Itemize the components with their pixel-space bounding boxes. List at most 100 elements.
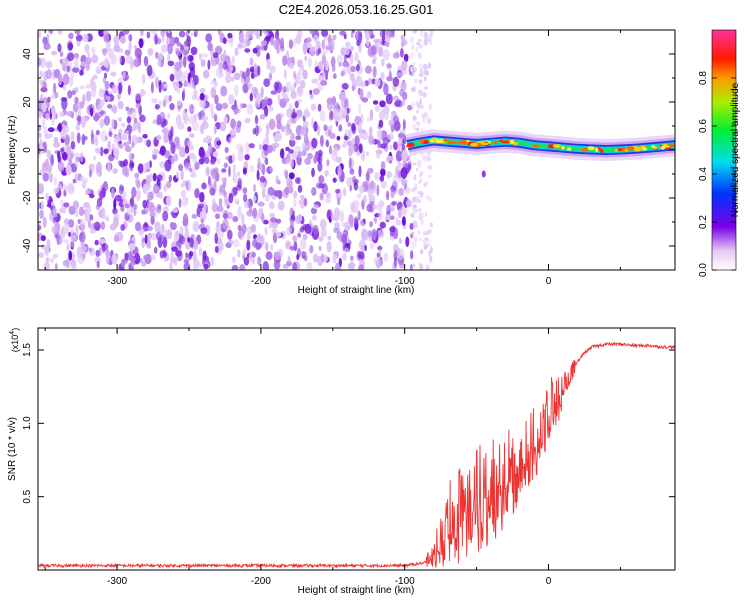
noise-speckle — [79, 85, 86, 90]
noise-speckle — [311, 117, 314, 129]
noise-speckle — [283, 69, 287, 80]
noise-speckle — [295, 177, 300, 184]
x-tick-label: -300 — [107, 576, 127, 587]
noise-speckle — [126, 116, 132, 124]
noise-speckle — [359, 88, 364, 101]
snr-series-layer — [38, 341, 675, 569]
noise-speckle — [315, 182, 323, 189]
signal-hotspot — [566, 147, 572, 151]
noise-speckle — [40, 200, 44, 211]
spectrogram-y-axis: -40 -20 0 20 40 — [22, 29, 675, 271]
noise-speckle — [215, 103, 223, 112]
noise-speckle — [210, 87, 217, 99]
noise-speckle — [176, 99, 182, 107]
noise-speckle — [338, 91, 346, 102]
y-tick-label: 1.0 — [22, 416, 33, 430]
noise-speckle — [413, 208, 417, 214]
signal-hotspot — [501, 141, 511, 144]
noise-speckle — [325, 60, 329, 72]
noise-speckle — [341, 82, 349, 90]
noise-speckle — [351, 85, 356, 92]
noise-speckle — [347, 122, 352, 127]
spectrogram-y-label: Frequency (Hz) — [7, 116, 18, 185]
noise-speckle — [159, 227, 164, 235]
noise-speckle — [417, 229, 420, 236]
noise-speckle — [319, 135, 324, 147]
noise-speckle — [227, 60, 234, 72]
noise-speckle — [414, 220, 417, 229]
noise-speckle — [216, 157, 221, 164]
noise-speckle — [312, 214, 317, 221]
noise-speckle — [381, 58, 385, 67]
noise-speckle — [407, 104, 413, 111]
y-tick-label: 1.5 — [22, 343, 33, 357]
noise-speckle — [304, 113, 308, 118]
noise-speckle — [357, 210, 361, 221]
noise-speckle — [73, 152, 80, 158]
noise-speckle — [188, 250, 194, 257]
noise-speckle — [321, 30, 329, 37]
noise-speckle — [163, 251, 167, 258]
noise-speckle — [73, 58, 79, 69]
noise-speckle — [117, 100, 124, 110]
noise-speckle — [67, 183, 75, 195]
noise-speckle — [40, 57, 46, 68]
noise-speckle — [361, 97, 369, 103]
noise-speckle — [304, 254, 308, 262]
noise-speckle — [232, 164, 236, 176]
noise-speckle — [357, 251, 365, 259]
noise-speckle — [427, 164, 433, 170]
noise-speckle — [242, 187, 248, 194]
noise-speckle — [391, 206, 395, 212]
noise-speckle — [45, 256, 50, 264]
signal-hotspot — [493, 140, 498, 145]
noise-speckle — [38, 110, 44, 117]
signal-hotspot — [587, 146, 595, 151]
noise-speckle — [139, 114, 146, 123]
noise-speckle — [72, 66, 80, 73]
noise-speckle — [111, 253, 118, 265]
noise-speckle — [188, 167, 193, 173]
snr-frame — [37, 327, 676, 571]
noise-speckle — [372, 65, 377, 78]
noise-speckle — [232, 152, 235, 163]
noise-speckle — [40, 87, 48, 93]
noise-speckle — [311, 78, 319, 84]
y-tick-label: 40 — [22, 48, 33, 60]
noise-speckle — [369, 221, 373, 228]
noise-speckle — [93, 155, 96, 161]
noise-speckle — [418, 198, 421, 204]
noise-speckle — [312, 253, 319, 263]
noise-speckle — [108, 131, 113, 137]
noise-speckle — [121, 122, 126, 128]
noise-speckle — [243, 75, 251, 84]
noise-speckle — [187, 237, 191, 243]
noise-speckle — [124, 145, 132, 153]
noise-speckle — [353, 216, 359, 225]
noise-speckle — [207, 59, 211, 70]
noise-speckle — [366, 116, 371, 122]
noise-speckle — [93, 133, 98, 146]
signal-hotspot — [661, 145, 665, 150]
noise-speckle — [38, 202, 41, 210]
noise-speckle — [256, 234, 262, 242]
noise-speckle — [327, 129, 332, 137]
noise-speckle — [232, 239, 240, 248]
noise-speckle — [66, 110, 74, 117]
noise-speckle — [369, 242, 375, 250]
noise-speckle — [187, 139, 193, 149]
noise-speckle — [422, 239, 427, 246]
noise-speckle — [141, 209, 147, 215]
noise-speckle — [133, 207, 137, 217]
spectrogram-signal-track — [405, 129, 675, 178]
noise-speckle — [330, 215, 334, 221]
noise-speckle — [359, 127, 363, 140]
noise-speckle — [128, 34, 133, 42]
noise-speckle — [77, 115, 81, 125]
noise-speckle — [137, 163, 144, 174]
noise-speckle — [401, 99, 406, 106]
noise-speckle — [149, 204, 156, 213]
noise-speckle — [39, 209, 44, 219]
noise-speckle — [345, 41, 351, 48]
